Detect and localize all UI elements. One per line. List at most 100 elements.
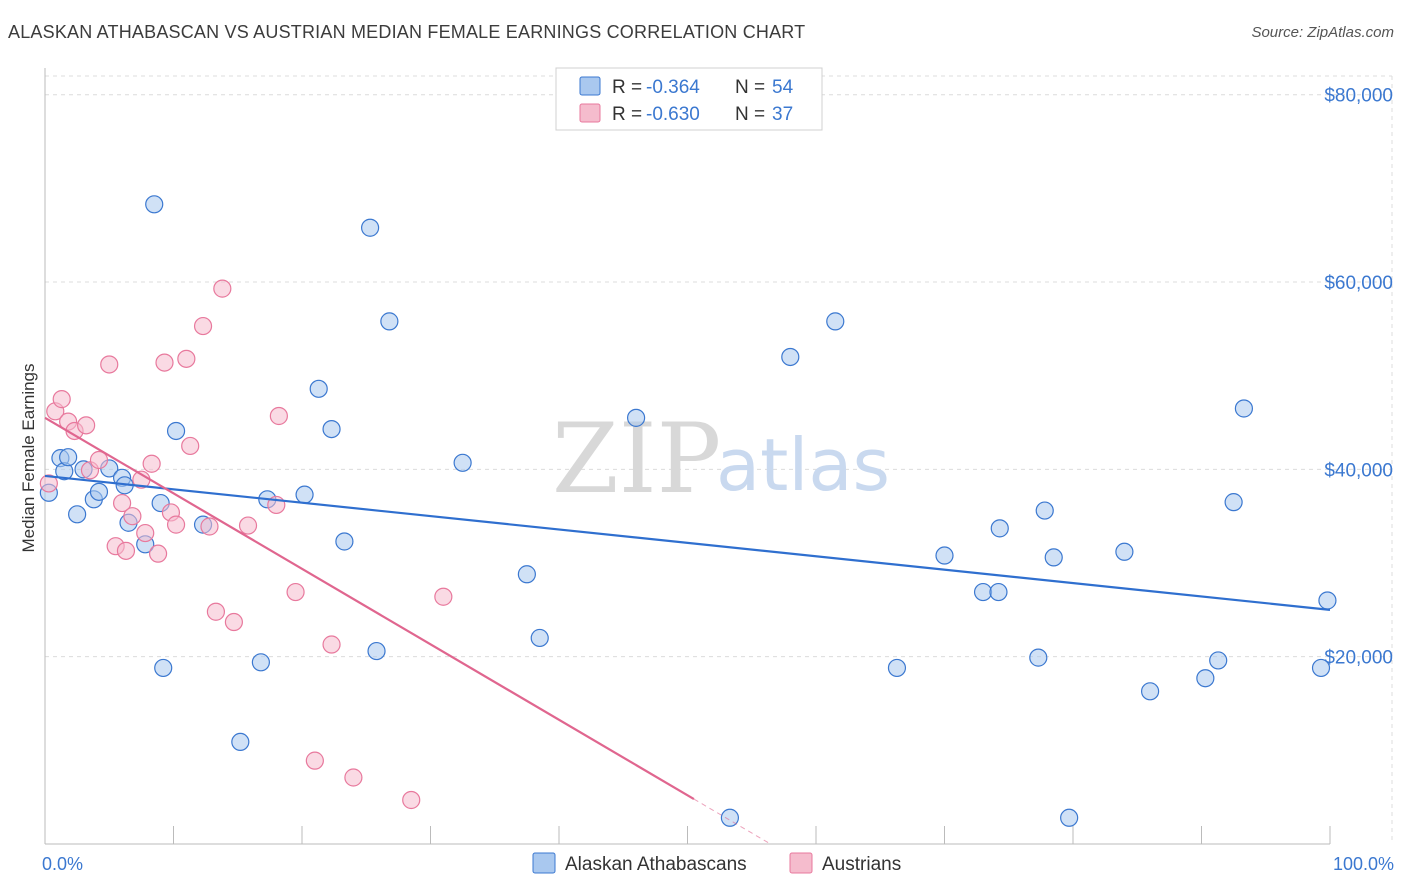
legend-n-label-2: N = <box>735 104 765 125</box>
point-austrian-8 <box>100 355 119 374</box>
point-austrian-16 <box>148 544 168 563</box>
chart-title: ALASKAN ATHABASCAN VS AUSTRIAN MEDIAN FE… <box>8 22 806 42</box>
chart-source: Source: ZipAtlas.com <box>1251 24 1394 41</box>
point-austrian-33 <box>344 768 363 787</box>
point-austrian-32 <box>322 635 341 654</box>
point-austrian-20 <box>177 349 196 368</box>
point-austrian-31 <box>305 751 324 770</box>
bottom-legend-swatch-pink <box>789 852 813 874</box>
point-athabascan-3 <box>59 448 78 467</box>
bottom-legend-label-athabascans: Alaskan Athabascans <box>565 854 747 875</box>
watermark-atlas: atlas <box>716 423 890 507</box>
point-athabascan-39 <box>990 519 1009 538</box>
point-athabascan-35 <box>887 658 907 678</box>
point-austrian-10 <box>112 493 132 513</box>
point-athabascan-37 <box>973 582 993 602</box>
point-athabascan-7 <box>89 482 109 501</box>
point-austrian-12 <box>123 507 142 526</box>
point-athabascan-42 <box>1044 548 1063 567</box>
trend-line-austrians-extension <box>693 798 771 845</box>
point-austrian-34 <box>402 790 421 810</box>
point-athabascan-25 <box>361 218 380 237</box>
point-austrian-30 <box>286 582 305 602</box>
point-athabascan-28 <box>453 453 472 472</box>
legend-r-value-2: -0.630 <box>646 104 700 125</box>
point-austrian-26 <box>224 612 243 632</box>
point-athabascan-22 <box>309 379 328 398</box>
point-athabascan-50 <box>1311 658 1331 678</box>
y-tick-label-3: $80,000 <box>1324 86 1393 107</box>
point-athabascan-47 <box>1209 651 1228 670</box>
point-athabascan-49 <box>1234 399 1254 418</box>
point-athabascan-18 <box>231 732 250 752</box>
axis-layer: $20,000 $40,000 $60,000 $80,000 0.0% 100.0% <box>42 68 1394 874</box>
point-austrian-5 <box>77 416 96 435</box>
bottom-legend-swatch-blue <box>532 852 556 874</box>
trend-line-athabascans <box>44 474 1331 611</box>
legend-n-label-1: N = <box>735 77 765 98</box>
point-austrian-11 <box>116 541 136 560</box>
legend-r-label-2: R = <box>612 104 642 125</box>
point-austrian-27 <box>238 516 258 535</box>
y-tick-label-2: $60,000 <box>1324 273 1393 294</box>
point-athabascan-32 <box>720 808 740 827</box>
legend-n-value-1: 54 <box>772 77 794 98</box>
point-athabascan-43 <box>1060 808 1079 827</box>
point-athabascan-24 <box>335 532 354 551</box>
points-layer <box>39 195 1337 827</box>
point-athabascan-40 <box>1029 648 1048 667</box>
trend-layer <box>44 416 1331 845</box>
point-athabascan-41 <box>1035 501 1054 520</box>
point-austrian-2 <box>52 390 71 409</box>
point-athabascan-13 <box>145 195 164 214</box>
point-athabascan-33 <box>781 347 800 367</box>
legend-r-label-1: R = <box>612 77 642 98</box>
point-athabascan-48 <box>1224 493 1243 512</box>
point-austrian-17 <box>155 353 174 372</box>
point-austrian-24 <box>206 602 226 621</box>
point-austrian-14 <box>136 523 155 543</box>
point-athabascan-29 <box>517 565 536 584</box>
point-athabascan-4 <box>68 505 87 524</box>
point-athabascan-21 <box>295 485 314 504</box>
point-athabascan-30 <box>530 628 549 648</box>
point-athabascan-27 <box>380 312 399 331</box>
point-athabascan-44 <box>1115 542 1134 561</box>
point-athabascan-31 <box>626 408 646 427</box>
point-athabascan-19 <box>251 653 270 672</box>
legend-swatch-blue <box>579 76 601 96</box>
point-austrian-23 <box>200 517 219 536</box>
point-austrian-15 <box>142 454 161 473</box>
point-athabascan-36 <box>935 546 954 565</box>
point-athabascan-51 <box>1318 591 1337 610</box>
bottom-legend-label-austrians: Austrians <box>822 854 901 875</box>
y-tick-label-1: $40,000 <box>1324 460 1393 481</box>
y-axis-label: Median Female Earnings <box>19 364 38 553</box>
x-tick-label-min: 0.0% <box>42 854 83 874</box>
point-athabascan-38 <box>989 582 1008 602</box>
point-athabascan-34 <box>826 312 845 331</box>
point-athabascan-15 <box>154 658 173 678</box>
bottom-legend: Alaskan Athabascans Austrians <box>532 852 901 875</box>
point-austrian-25 <box>213 279 232 298</box>
legend-n-value-2: 37 <box>772 104 793 125</box>
point-austrian-35 <box>434 587 453 606</box>
point-austrian-22 <box>193 316 213 336</box>
point-austrian-7 <box>89 450 109 470</box>
legend-swatch-pink <box>579 103 601 123</box>
point-austrian-29 <box>269 406 288 426</box>
point-athabascan-45 <box>1140 682 1160 701</box>
trend-line-austrians <box>44 416 695 800</box>
watermark: ZIP atlas <box>552 403 890 515</box>
x-tick-label-max: 100.0% <box>1333 854 1394 874</box>
point-athabascan-46 <box>1196 669 1215 688</box>
point-austrian-21 <box>181 436 200 456</box>
legend-box: R = -0.364 N = 54 R = -0.630 N = 37 <box>555 67 823 131</box>
point-austrian-0 <box>39 474 58 493</box>
legend-r-value-1: -0.364 <box>646 77 700 98</box>
point-austrian-19 <box>166 515 186 534</box>
y-tick-label-0: $20,000 <box>1324 648 1393 669</box>
point-athabascan-16 <box>166 421 186 441</box>
point-athabascan-26 <box>367 641 386 661</box>
